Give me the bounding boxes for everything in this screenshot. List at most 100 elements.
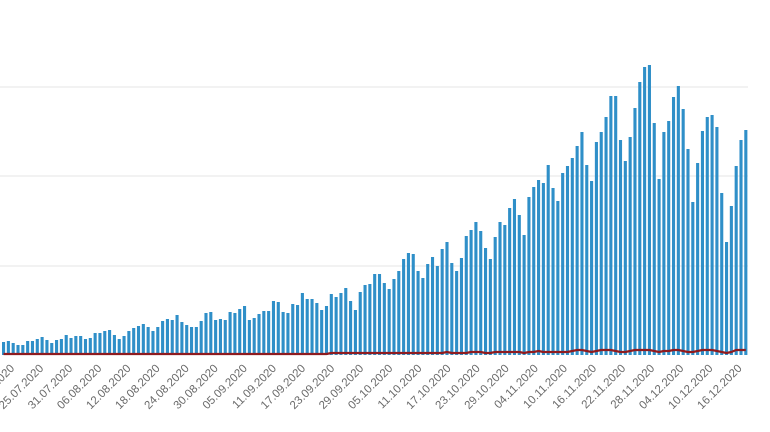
bar [344, 288, 348, 355]
bar [112, 335, 116, 355]
bar [397, 271, 401, 355]
bar [739, 140, 743, 355]
bar [652, 123, 656, 355]
bar [614, 96, 618, 355]
bar [98, 333, 102, 355]
bar [585, 165, 589, 355]
bar [667, 121, 671, 355]
bar [349, 301, 353, 355]
bar [257, 314, 261, 355]
bar [734, 166, 738, 355]
bar [696, 163, 700, 355]
bar [580, 132, 584, 355]
bar [291, 304, 295, 355]
bar [300, 293, 304, 355]
bar [710, 115, 714, 355]
bar [108, 330, 112, 355]
bar [286, 313, 290, 355]
line-series [3, 348, 746, 356]
bar [488, 259, 492, 355]
bar [281, 312, 285, 355]
bar [604, 117, 608, 355]
bar [406, 253, 410, 355]
bar [228, 312, 232, 355]
bar [440, 249, 444, 355]
bar [88, 338, 92, 355]
bar [2, 342, 6, 355]
bar [676, 86, 680, 355]
bar [421, 278, 425, 355]
bar [50, 343, 54, 355]
bar [353, 310, 357, 355]
bar [459, 258, 463, 355]
bar [618, 140, 623, 355]
bar [45, 340, 49, 355]
bar [662, 132, 666, 355]
bar [170, 320, 174, 355]
bar [238, 309, 242, 355]
bar [40, 337, 44, 355]
bar [214, 320, 218, 355]
bar [686, 149, 690, 355]
bar [16, 345, 20, 355]
bar [339, 293, 343, 355]
bar [556, 201, 560, 355]
bar [175, 315, 179, 355]
bar [623, 161, 627, 355]
bar [185, 325, 189, 355]
bar [575, 146, 579, 355]
bar [296, 305, 300, 355]
bar [180, 322, 184, 355]
bar [430, 257, 435, 355]
bar [594, 142, 598, 355]
bar [387, 289, 391, 355]
bar [657, 179, 661, 355]
bar [402, 259, 406, 355]
bar [373, 274, 377, 355]
bar [204, 313, 208, 355]
bar [276, 302, 280, 355]
bar [517, 215, 521, 355]
bar [503, 225, 507, 355]
bar [93, 333, 97, 355]
bar [508, 208, 512, 355]
bar [541, 183, 545, 355]
bar [416, 271, 420, 355]
bar [744, 130, 748, 355]
bar [55, 340, 59, 355]
bar [426, 264, 430, 355]
bar [720, 193, 724, 355]
bar [700, 131, 704, 355]
bar [79, 336, 83, 355]
bar [334, 297, 338, 355]
bar [715, 127, 719, 355]
bar [218, 319, 222, 355]
bar [21, 345, 25, 355]
bar [363, 285, 367, 355]
bar [209, 312, 213, 355]
bar [590, 181, 594, 355]
bar [671, 97, 676, 355]
bar [358, 292, 362, 355]
bar [647, 65, 651, 355]
x-axis-tick-labels: 19.07.202025.07.202031.07.202006.08.2020… [0, 363, 745, 412]
bar [450, 263, 454, 355]
bar [324, 306, 329, 355]
bar [11, 343, 15, 355]
bar [705, 117, 709, 355]
bar [69, 338, 73, 355]
bar [132, 328, 136, 355]
bar [628, 137, 632, 355]
bar [411, 254, 415, 355]
bar [156, 327, 160, 355]
bar [681, 109, 685, 355]
gridlines [0, 86, 748, 267]
bar [59, 339, 63, 355]
bar [445, 242, 449, 355]
bar [609, 96, 613, 355]
bar-series [2, 65, 748, 355]
bar [643, 67, 647, 355]
bar [729, 206, 733, 355]
bar [35, 339, 39, 355]
